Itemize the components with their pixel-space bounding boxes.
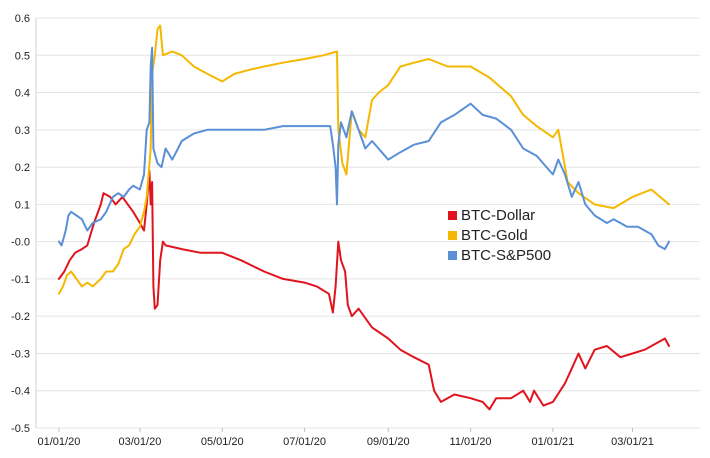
y-tick-label: 0.2 [15, 162, 30, 174]
x-tick-label: 03/01/21 [611, 436, 654, 448]
gridlines [36, 17, 700, 429]
y-tick-label: 0.4 [15, 88, 30, 100]
legend-swatch [448, 251, 457, 260]
y-tick-label: 0.3 [15, 125, 30, 137]
x-tick-label: 11/01/20 [450, 436, 492, 448]
series-lines [57, 24, 670, 411]
y-tick-label: -0.5 [11, 423, 30, 435]
legend: BTC-Dollar BTC-Gold BTC-S&P500 [448, 207, 551, 264]
legend-label: BTC-Dollar [461, 207, 535, 224]
y-tick-label: -0.1 [11, 274, 30, 286]
series-line-1 [57, 24, 670, 295]
y-tick-label: -0.0 [11, 237, 30, 249]
legend-swatch [448, 231, 457, 240]
series-line-0 [57, 169, 670, 411]
axes [35, 18, 634, 432]
y-tick-label: -0.3 [11, 348, 30, 360]
legend-label: BTC-Gold [461, 227, 528, 244]
y-tick-label: -0.2 [11, 311, 30, 323]
y-tick-label: 0.6 [15, 13, 30, 25]
x-tick-label: 09/01/20 [367, 436, 410, 448]
x-tick-label: 01/01/21 [531, 436, 574, 448]
x-tick-label: 03/01/20 [119, 436, 162, 448]
x-axis-tick-labels: 01/01/20 03/01/20 05/01/20 07/01/20 09/01/20… [38, 436, 654, 448]
x-tick-label: 05/01/20 [201, 436, 244, 448]
y-tick-label: 0.1 [15, 199, 30, 211]
x-tick-label: 01/01/20 [38, 436, 81, 448]
y-axis-tick-labels: 0.6 0.5 0.4 0.3 0.2 0.1 -0.0 -0.1 -0.2 -0.3 -0.4 -0… [11, 13, 30, 435]
series-line-2 [57, 46, 670, 251]
x-tick-label: 07/01/20 [283, 436, 326, 448]
legend-label: BTC-S&P500 [461, 247, 551, 264]
y-tick-label: 0.5 [15, 50, 30, 62]
y-tick-label: -0.4 [11, 386, 30, 398]
legend-swatch [448, 211, 457, 220]
